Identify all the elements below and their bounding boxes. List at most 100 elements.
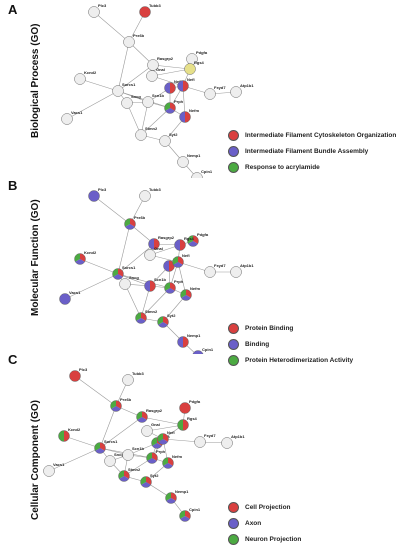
node-segment — [177, 336, 183, 348]
network-node: Syt2 — [157, 313, 176, 328]
node-fill — [204, 88, 216, 100]
node-label: Prx6b — [133, 33, 145, 38]
network-node: Vacs1 — [61, 110, 83, 125]
node-label: Plc3 — [98, 187, 107, 192]
node-outline — [136, 411, 148, 423]
node-label: Plc3 — [98, 3, 107, 8]
node-outline — [179, 402, 191, 414]
network-node: Rgs4 — [177, 416, 198, 431]
legend-item: Binding — [228, 337, 353, 351]
node-outline — [146, 70, 158, 82]
node-label: Prph — [174, 99, 184, 104]
node-fill — [104, 455, 116, 467]
node-outline — [177, 336, 189, 348]
node-segment — [158, 322, 168, 328]
node-outline — [123, 36, 135, 48]
node-label: Scn1b — [132, 446, 145, 451]
panel-b: B Molecular Function (GO) Plc3 Tubb3 Prx6b… — [0, 176, 401, 366]
legend-swatch-blue — [228, 517, 239, 529]
legend-swatch-blue — [228, 145, 239, 157]
node-outline — [139, 6, 151, 18]
node-outline — [174, 239, 186, 251]
network-node: Prx6b — [110, 397, 132, 412]
node-fill — [88, 6, 100, 18]
node-outline — [159, 135, 171, 147]
network-node: Tubb3 — [139, 187, 161, 202]
network-node: Stmn2 — [118, 467, 141, 482]
network-node: Rasgrp2 — [136, 408, 163, 423]
network-edge — [117, 243, 155, 275]
node-segment — [180, 239, 186, 251]
node-label: Rgs4 — [187, 416, 198, 421]
node-outline — [157, 316, 169, 328]
node-label: Plc3 — [79, 367, 88, 372]
node-segment — [183, 336, 189, 348]
node-label: Tubb3 — [149, 187, 161, 192]
node-label: Pdgfa — [196, 50, 208, 55]
node-segment — [64, 430, 70, 442]
network-node: Sorcs1 — [94, 439, 118, 454]
network-node: Pdgfa — [179, 399, 201, 414]
node-label: Stmn2 — [128, 467, 141, 472]
legend-swatch-green — [228, 161, 239, 173]
legend-item: Protein Heterodimerization Activity — [228, 353, 353, 367]
node-label: Tubb3 — [149, 3, 161, 8]
network-edge — [48, 447, 101, 472]
node-segment — [144, 280, 150, 292]
node-outline — [61, 113, 73, 125]
node-outline — [144, 280, 156, 292]
network-node: Nefm — [162, 454, 182, 469]
node-segment — [137, 417, 147, 423]
node-segment — [183, 419, 189, 431]
node-fill — [194, 436, 206, 448]
network-node: Gnal — [146, 67, 165, 82]
network-node: Nefl — [177, 77, 195, 92]
node-segment — [185, 111, 191, 123]
network-node: Tubb3 — [122, 371, 144, 386]
node-outline — [88, 6, 100, 18]
node-fill — [142, 96, 154, 108]
node-outline — [179, 510, 191, 522]
node-outline — [104, 455, 116, 467]
node-outline — [119, 278, 131, 290]
node-fill — [141, 425, 153, 437]
node-outline — [112, 268, 124, 280]
network-node: Sorcs1 — [112, 265, 136, 280]
node-fill — [121, 97, 133, 109]
node-label: Syt2 — [167, 313, 176, 318]
node-outline — [192, 350, 204, 354]
node-label: Scn1b — [152, 93, 165, 98]
node-outline — [146, 452, 158, 464]
network-node: Prx6b — [124, 215, 146, 230]
node-label: Fxyd7 — [204, 433, 216, 438]
panel-letter: B — [8, 178, 18, 193]
node-outline — [74, 253, 86, 265]
network-node: Prph — [164, 279, 184, 294]
network-graph: Plc3 Tubb3 Prx6b Pdgfa Rasgrp2 Gnal Rgs4 Kcnd2 N… — [43, 367, 245, 522]
node-fill — [122, 374, 134, 386]
node-outline — [177, 80, 189, 92]
node-label: Sorcs1 — [122, 265, 136, 270]
node-label: Nefl — [167, 430, 175, 435]
node-label: Prph — [156, 449, 166, 454]
node-segment — [170, 82, 176, 94]
node-outline — [94, 442, 106, 454]
node-fill — [146, 70, 158, 82]
network-graph: Plc3 Tubb3 Prx6b Pdgfa Rasgrp2 Gnal Rgs4 Kcnd2 N… — [61, 3, 254, 178]
network-edge — [162, 294, 187, 323]
node-fill — [59, 293, 71, 305]
node-fill — [69, 370, 81, 382]
node-outline — [124, 218, 136, 230]
legend-swatch-blue — [228, 338, 239, 350]
network-edge — [124, 283, 142, 319]
node-label: Stmn2 — [145, 309, 158, 314]
node-label: Scn1b — [154, 277, 167, 282]
node-outline — [162, 457, 174, 469]
node-segment — [141, 482, 151, 488]
network-node: Scn1b — [122, 446, 145, 461]
node-outline — [194, 436, 206, 448]
node-label: Vacs1 — [71, 110, 83, 115]
node-outline — [164, 82, 176, 94]
node-segment — [180, 516, 190, 522]
node-segment — [179, 111, 185, 123]
